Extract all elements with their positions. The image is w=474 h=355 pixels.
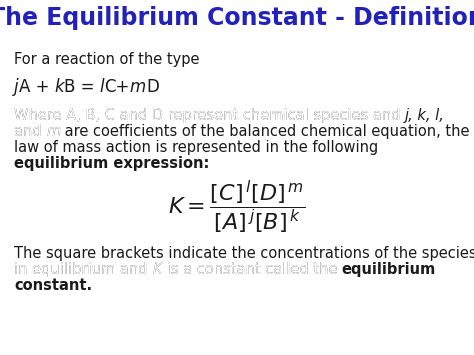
Text: equilibrium: equilibrium	[342, 262, 436, 277]
Text: m: m	[46, 124, 61, 139]
Text: A +: A +	[18, 78, 55, 96]
Text: law of mass action is represented in the following: law of mass action is represented in the…	[14, 140, 378, 155]
Text: l: l	[100, 78, 104, 96]
Text: and: and	[14, 124, 46, 139]
Text: are coefficients of the balanced chemical equation, the: are coefficients of the balanced chemica…	[61, 124, 470, 139]
Text: in equilibrium and: in equilibrium and	[14, 262, 152, 277]
Text: K: K	[152, 262, 162, 277]
Text: constant.: constant.	[14, 278, 92, 293]
Text: in equilibrium and: in equilibrium and	[14, 262, 152, 277]
Text: The square brackets indicate the concentrations of the species: The square brackets indicate the concent…	[14, 246, 474, 261]
Text: m: m	[130, 78, 146, 96]
Text: D: D	[146, 78, 159, 96]
Text: is a constant called the: is a constant called the	[162, 262, 342, 277]
Text: k: k	[55, 78, 64, 96]
Text: m: m	[46, 124, 61, 139]
Text: j: j	[14, 78, 18, 96]
Text: j, k, l,: j, k, l,	[405, 108, 445, 123]
Text: $K = \dfrac{[C]^{\,l}[D]^{\,m}}{[A]^{\,j}[B]^{\,k}}$: $K = \dfrac{[C]^{\,l}[D]^{\,m}}{[A]^{\,j…	[168, 178, 306, 236]
Text: Where A, B, C and D represent chemical species and: Where A, B, C and D represent chemical s…	[14, 108, 405, 123]
Text: is a constant called the: is a constant called the	[162, 262, 342, 277]
Text: K: K	[152, 262, 162, 277]
Text: Where A, B, C and D represent chemical species and: Where A, B, C and D represent chemical s…	[14, 108, 405, 123]
Text: The Equilibrium Constant - Definition: The Equilibrium Constant - Definition	[0, 6, 474, 30]
Text: equilibrium expression:: equilibrium expression:	[14, 156, 210, 171]
Text: C+: C+	[104, 78, 130, 96]
Text: For a reaction of the type: For a reaction of the type	[14, 52, 200, 67]
Text: B =: B =	[64, 78, 100, 96]
Text: and: and	[14, 124, 46, 139]
